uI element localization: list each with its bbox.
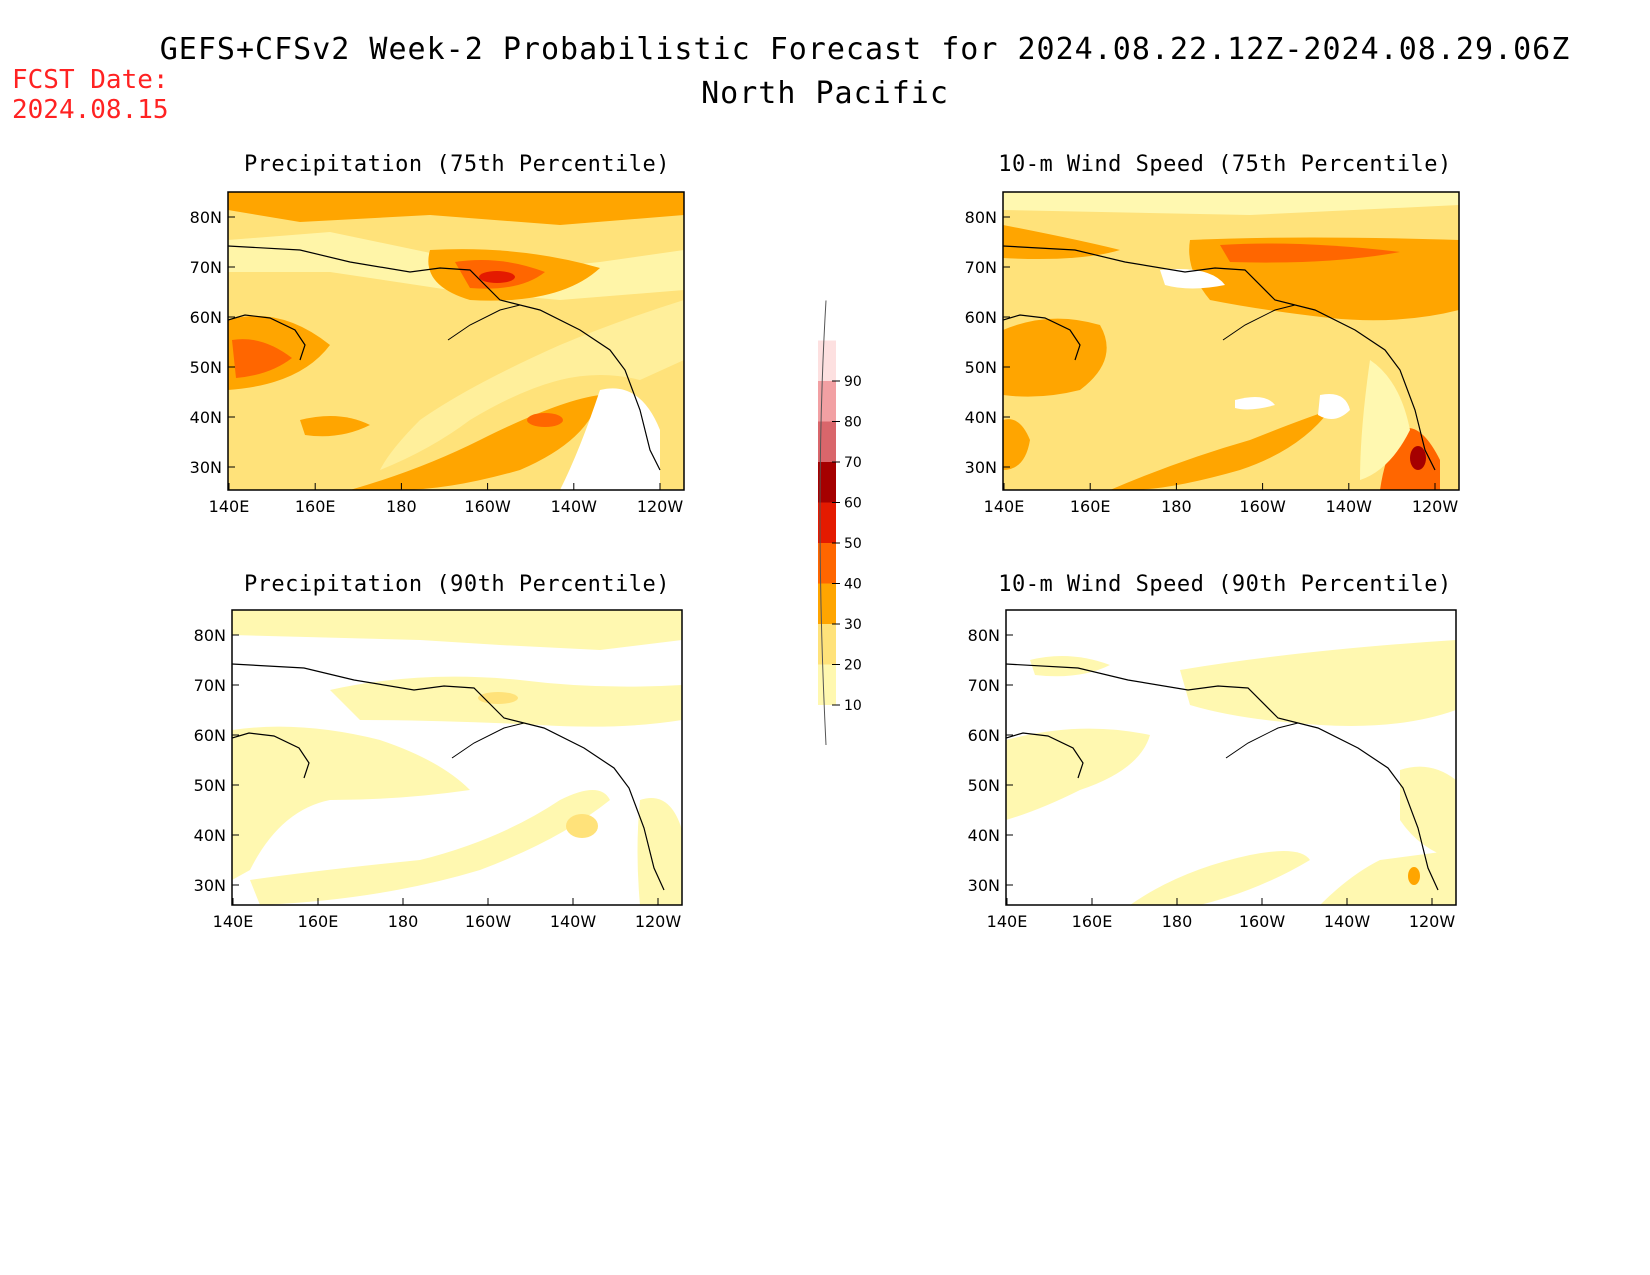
lon-label: 140W (1326, 497, 1373, 516)
lon-label: 120W (635, 912, 682, 931)
lat-label: 70N (190, 258, 222, 277)
lon-label: 140W (551, 497, 598, 516)
lon-label: 160W (465, 912, 512, 931)
colorbar-swatch (818, 583, 836, 624)
lon-label: 160E (1070, 497, 1111, 516)
lon-label: 120W (1412, 497, 1459, 516)
lat-label: 60N (968, 726, 1000, 745)
fcst-date-label: FCST Date: (12, 65, 169, 95)
colorbar-edge (819, 300, 827, 746)
lon-label: 160W (1239, 497, 1286, 516)
colorbar-swatch (818, 381, 836, 422)
map-wind-75 (1003, 192, 1459, 490)
lat-label: 50N (968, 776, 1000, 795)
lon-label: 160E (295, 497, 336, 516)
lon-label: 180 (1161, 497, 1192, 516)
map-precip-90 (232, 610, 682, 905)
colorbar-label: 40 (844, 577, 862, 593)
lat-label: 80N (190, 208, 222, 227)
panel-title-precip-75: Precipitation (75th Percentile) (243, 152, 671, 177)
colorbar-label: 90 (844, 374, 862, 390)
colorbar-label: 60 (844, 496, 862, 512)
fcst-date-value: 2024.08.15 (12, 95, 169, 125)
lat-label: 70N (968, 676, 1000, 695)
colorbar-swatch (818, 543, 836, 584)
lat-label: 80N (965, 208, 997, 227)
lon-label: 140E (209, 497, 250, 516)
lat-label: 40N (965, 408, 997, 427)
lon-label: 180 (1162, 912, 1193, 931)
colorbar-label: 30 (844, 617, 862, 633)
lon-label: 140W (1324, 912, 1371, 931)
colorbar-swatch (818, 664, 836, 705)
lon-label: 160E (298, 912, 339, 931)
panel-title-wind-90: 10-m Wind Speed (90th Percentile) (998, 572, 1452, 597)
colorbar-swatch (818, 462, 836, 503)
map-frame (1005, 609, 1457, 906)
map-frame (1002, 191, 1460, 491)
lon-label: 120W (637, 497, 684, 516)
lat-label: 50N (190, 358, 222, 377)
lon-label: 140E (987, 912, 1028, 931)
colorbar-legend: 10 20 30 40 50 60 70 80 90 (818, 300, 862, 746)
lat-label: 30N (968, 876, 1000, 895)
lat-label: 50N (965, 358, 997, 377)
lat-label: 60N (965, 308, 997, 327)
colorbar-swatch (818, 421, 836, 462)
colorbar-label: 70 (844, 455, 862, 471)
axis-ticks: 140E 160E 180 160W 140W 120W 80N 70N 60N 50N 40N 30… (190, 208, 1459, 931)
lon-label: 140W (550, 912, 597, 931)
panel-title-precip-90: Precipitation (90th Percentile) (243, 572, 671, 597)
lon-label: 180 (386, 497, 417, 516)
page-title: GEFS+CFSv2 Week-2 Probabilistic Forecast… (159, 32, 1571, 67)
map-frame (231, 609, 683, 906)
lat-label: 80N (194, 626, 226, 645)
lat-label: 80N (968, 626, 1000, 645)
lat-label: 60N (190, 308, 222, 327)
lon-label: 140E (213, 912, 254, 931)
lat-label: 70N (965, 258, 997, 277)
panel-title-wind-75: 10-m Wind Speed (75th Percentile) (998, 152, 1452, 177)
colorbar-label: 50 (844, 536, 862, 552)
colorbar-swatch (818, 340, 836, 381)
colorbar-label: 80 (844, 415, 862, 431)
lat-label: 30N (965, 458, 997, 477)
lat-label: 40N (968, 826, 1000, 845)
lat-label: 40N (190, 408, 222, 427)
map-precip-75 (228, 192, 684, 490)
region-subtitle: North Pacific (701, 76, 949, 111)
lon-label: 160W (1239, 912, 1286, 931)
map-wind-90 (1006, 610, 1456, 905)
lat-label: 70N (194, 676, 226, 695)
lat-label: 50N (194, 776, 226, 795)
lon-label: 120W (1409, 912, 1456, 931)
lat-label: 60N (194, 726, 226, 745)
map-frame (227, 191, 685, 491)
lat-label: 40N (194, 826, 226, 845)
colorbar-label: 20 (844, 658, 862, 674)
lon-label: 180 (388, 912, 419, 931)
lon-label: 140E (984, 497, 1025, 516)
colorbar-label: 10 (844, 698, 862, 714)
lat-label: 30N (190, 458, 222, 477)
lat-label: 30N (194, 876, 226, 895)
lon-label: 160W (464, 497, 511, 516)
lon-label: 160E (1072, 912, 1113, 931)
colorbar-swatch (818, 624, 836, 665)
colorbar-swatch (818, 502, 836, 543)
